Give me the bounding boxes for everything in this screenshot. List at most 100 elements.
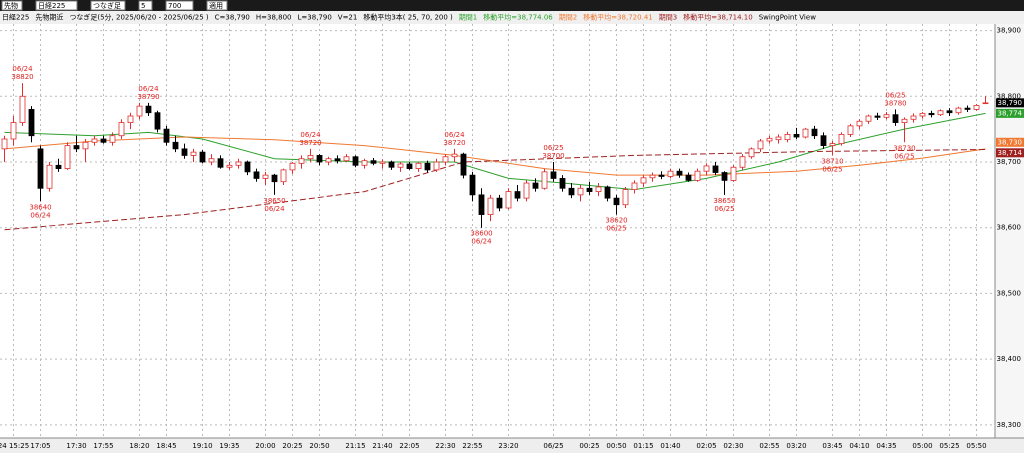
candle-body: [1, 138, 8, 150]
header-text: 期間3: [659, 14, 677, 22]
swing-date: 06/24: [444, 131, 465, 139]
y-tick-label: 38,700: [997, 158, 1022, 166]
toolbar-label[interactable]: 日経225: [38, 1, 65, 10]
candle-body: [757, 140, 764, 150]
price-tag: [996, 137, 1024, 147]
swing-price: 38620: [605, 217, 627, 225]
candle-body: [964, 107, 971, 110]
header-text: 先物期近: [35, 13, 63, 22]
candle-body: [667, 170, 674, 177]
swing-date: 06/24: [300, 131, 321, 139]
candle-body: [289, 162, 296, 171]
price-tag-label: 38,790: [998, 99, 1023, 107]
candle-body: [343, 156, 350, 162]
candle-body: [451, 153, 458, 158]
candle-body: [325, 158, 332, 163]
candle-body: [595, 186, 602, 192]
header-text: 日経225: [2, 13, 29, 22]
candle-body: [802, 128, 809, 138]
candle-body: [10, 122, 17, 140]
swing-date: 06/24: [12, 65, 33, 73]
candle-body: [739, 156, 746, 168]
toolbar-control[interactable]: [138, 0, 153, 11]
toolbar-control[interactable]: [206, 0, 228, 11]
header-text: SwingPoint View: [759, 14, 816, 22]
candle-body: [37, 148, 44, 189]
candle-body: [604, 186, 611, 199]
candle-body: [847, 125, 854, 135]
candle-body: [253, 171, 260, 179]
toolbar-label[interactable]: 700: [168, 2, 181, 10]
candle-body: [361, 160, 368, 166]
candle-body: [478, 194, 485, 215]
x-tick-label: 17:55: [93, 442, 113, 450]
candle-body: [883, 114, 890, 118]
candle-body: [811, 128, 818, 137]
x-tick-label: 22:05: [399, 442, 419, 450]
x-tick-label: 22:30: [435, 442, 455, 450]
candle-body: [55, 164, 62, 169]
toolbar-label[interactable]: 5: [141, 2, 145, 10]
x-tick-label: 21:15: [345, 442, 365, 450]
x-tick-label: 00:25: [579, 442, 599, 450]
candle-body: [577, 187, 584, 196]
x-tick-label: 17:05: [30, 442, 50, 450]
candle-body: [982, 102, 989, 105]
candle-body: [397, 163, 404, 168]
x-tick-label: 03:20: [786, 442, 806, 450]
candle-body: [703, 165, 710, 172]
x-tick-label: 18:45: [156, 442, 176, 450]
candle-body: [109, 135, 116, 143]
header-text: 移動平均3本( 25, 70, 200 ): [363, 13, 453, 22]
candle-body: [145, 105, 152, 114]
x-tick-label: 19:35: [219, 442, 239, 450]
candle-body: [784, 133, 791, 141]
x-tick-label: 02:55: [759, 442, 779, 450]
candle-body: [496, 197, 503, 209]
candle-body: [118, 122, 125, 137]
candle-body: [676, 170, 683, 176]
x-tick-label: 04:35: [876, 442, 896, 450]
x-tick-label: 20:50: [309, 442, 329, 450]
moving-average-line: [4, 149, 986, 231]
candle-body: [901, 118, 908, 123]
candle-body: [865, 115, 872, 122]
toolbar-label[interactable]: 先物: [4, 1, 18, 10]
candle-body: [820, 135, 827, 146]
x-tick-label: 03:45: [822, 442, 842, 450]
candle-body: [721, 172, 728, 181]
candle-body: [937, 110, 944, 116]
header-text: 期間1: [459, 14, 477, 22]
candle-body: [622, 189, 629, 206]
header-text: 移動平均=38,714.10: [683, 13, 753, 22]
swing-price: 38640: [29, 203, 51, 211]
swing-date: 06/24: [471, 238, 492, 246]
price-tag-label: 38,730: [998, 138, 1023, 146]
toolbar-control[interactable]: [165, 0, 194, 11]
candle-body: [766, 137, 773, 142]
price-tag: [996, 108, 1024, 118]
x-tick-label: 18:20: [129, 442, 149, 450]
candle-body: [415, 162, 422, 169]
candle-body: [730, 166, 737, 181]
toolbar-control[interactable]: [1, 0, 23, 11]
candle-body: [469, 174, 476, 196]
x-tick-label: 05:25: [939, 442, 959, 450]
time-axis-bg: [0, 438, 1024, 453]
candle-body: [487, 197, 494, 215]
swing-date: 06/25: [885, 91, 905, 99]
swing-date: 06/25: [543, 144, 563, 152]
y-tick-label: 38,300: [997, 421, 1022, 429]
toolbar-control[interactable]: [35, 0, 78, 11]
candle-body: [64, 145, 71, 169]
candle-body: [640, 177, 647, 184]
price-tag-label: 38,774: [998, 109, 1023, 117]
toolbar-label[interactable]: 適用: [209, 1, 223, 10]
candle-body: [613, 197, 620, 206]
candle-body: [334, 158, 341, 162]
x-tick-label: 24 15:25: [0, 442, 29, 450]
toolbar-label[interactable]: つなぎ足: [93, 1, 121, 10]
toolbar-control[interactable]: [90, 0, 126, 11]
